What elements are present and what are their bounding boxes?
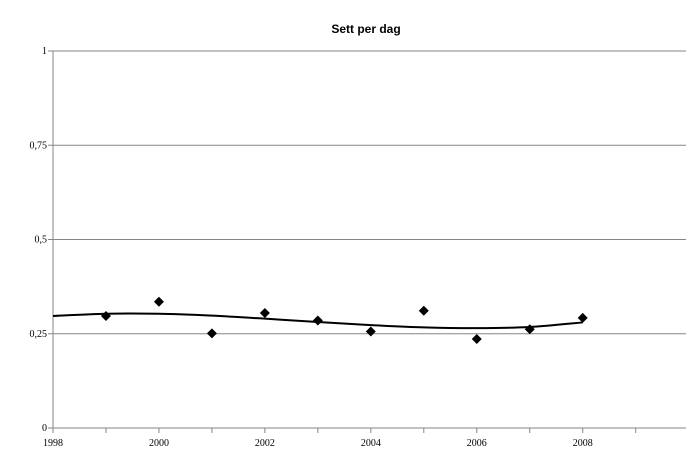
axes (48, 50, 686, 433)
x-tick-label: 2002 (255, 438, 275, 449)
data-point-diamond (577, 312, 588, 323)
data-point-diamond (206, 328, 217, 339)
tick-labels: 0 0,25 0,5 0,75 1 1998 2000 2002 2004 2006 2008 (30, 46, 593, 449)
x-tick-label: 1998 (43, 438, 63, 449)
data-point-diamond (418, 305, 429, 316)
gridlines (53, 50, 686, 335)
x-tick-label: 2004 (361, 438, 381, 449)
data-point-diamond (153, 296, 164, 307)
data-point-diamond (259, 308, 270, 319)
chart-title: Sett per dag (331, 22, 400, 36)
y-tick-label: 0 (42, 423, 47, 434)
x-tick-label: 2006 (467, 438, 487, 449)
y-tick-label: 1 (42, 46, 47, 57)
data-points (100, 296, 588, 345)
x-tick-label: 2008 (573, 438, 593, 449)
data-point-diamond (100, 311, 111, 322)
data-point-diamond (312, 315, 323, 326)
data-point-diamond (365, 326, 376, 337)
y-tick-label: 0,5 (35, 235, 48, 246)
data-point-diamond (524, 324, 535, 335)
y-tick-label: 0,75 (30, 140, 48, 151)
data-point-diamond (471, 334, 482, 345)
x-tick-label: 2000 (149, 438, 169, 449)
y-tick-label: 0,25 (30, 329, 48, 340)
